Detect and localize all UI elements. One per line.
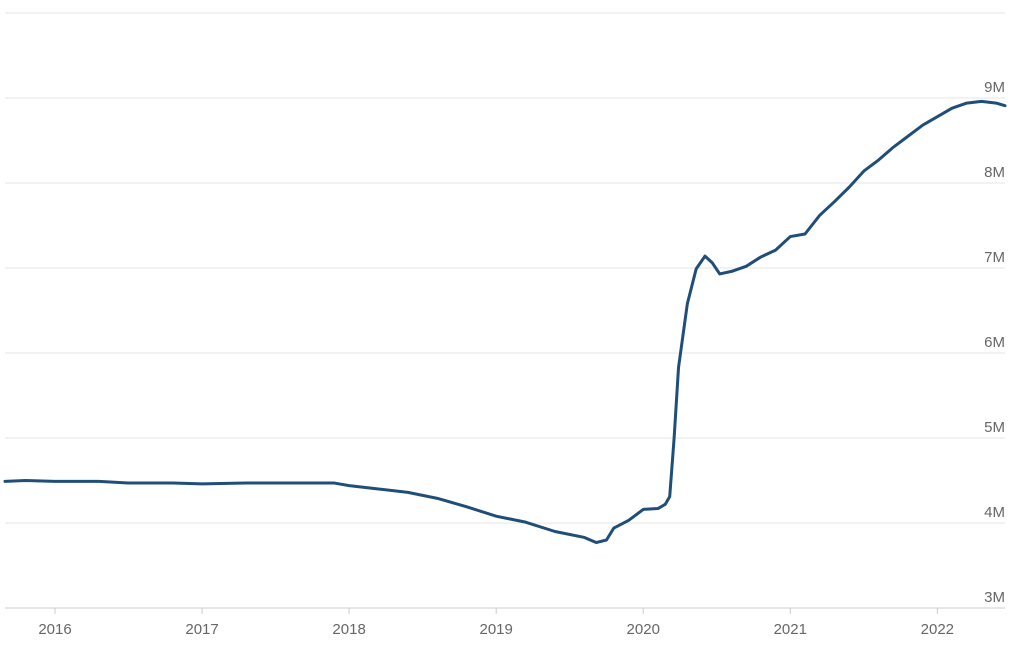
y-tick-label: 6M xyxy=(984,334,1005,351)
x-tick-label: 2017 xyxy=(185,621,218,638)
y-tick-label: 7M xyxy=(984,249,1005,266)
x-tick-label: 2018 xyxy=(332,621,365,638)
x-tick-label: 2022 xyxy=(921,621,954,638)
line-series xyxy=(3,99,1007,545)
x-tick-label: 2019 xyxy=(479,621,512,638)
x-tick-label: 2016 xyxy=(38,621,71,638)
y-tick-label: 4M xyxy=(984,504,1005,521)
y-tick-label: 5M xyxy=(984,419,1005,436)
y-tick-label: 9M xyxy=(984,79,1005,96)
y-tick-label: 8M xyxy=(984,164,1005,181)
y-tick-label: 3M xyxy=(984,589,1005,606)
x-tick-label: 2020 xyxy=(627,621,660,638)
x-tick-label: 2021 xyxy=(774,621,807,638)
